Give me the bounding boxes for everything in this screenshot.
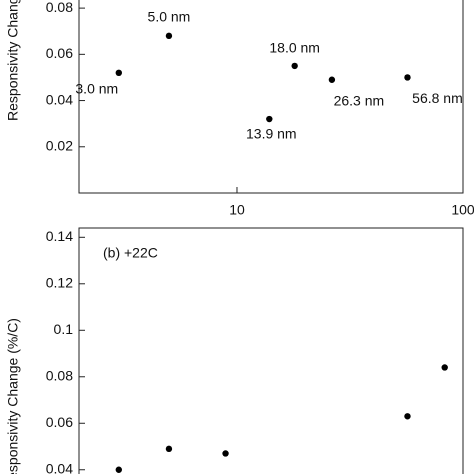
- y-tick-label: 0.08: [46, 0, 73, 15]
- y-tick-label: 0.12: [46, 274, 73, 290]
- point-label: 5.0 nm: [148, 9, 191, 25]
- y-tick-label: 0.02: [46, 137, 73, 153]
- point-label: 13.9 nm: [246, 126, 297, 142]
- point: [222, 450, 229, 457]
- point: [165, 445, 173, 453]
- y-tick-label: 0.14: [46, 228, 73, 244]
- point: [115, 69, 123, 77]
- point-label: 18.0 nm: [269, 40, 320, 56]
- y-axis-label: Responsivity Change (%/C): [5, 318, 21, 474]
- x-tick-label: 10: [229, 202, 245, 218]
- panel-label: (b) +22C: [103, 245, 158, 261]
- y-tick-label: 0.08: [46, 367, 73, 383]
- y-tick-label: 0.06: [46, 45, 73, 61]
- point: [266, 115, 273, 123]
- plot-frame: [78, 0, 464, 194]
- point: [165, 32, 173, 40]
- point: [328, 76, 336, 83]
- point-label: 26.3 nm: [334, 92, 385, 108]
- y-tick-label: 0.1: [54, 321, 74, 337]
- point: [115, 466, 123, 473]
- point: [291, 62, 298, 70]
- point: [404, 74, 411, 81]
- plot-frame: [78, 227, 464, 474]
- x-tick-label: 100: [451, 202, 474, 218]
- y-axis-label: Responsivity Change (%/C): [5, 0, 21, 121]
- point: [441, 364, 448, 371]
- point-label: 56.8 nm: [412, 90, 463, 106]
- point: [404, 413, 411, 420]
- y-tick-label: 0.04: [46, 91, 73, 107]
- point-label: 3.0 nm: [75, 81, 118, 97]
- y-tick-label: 0.06: [46, 414, 73, 430]
- y-tick-label: 0.04: [46, 460, 73, 474]
